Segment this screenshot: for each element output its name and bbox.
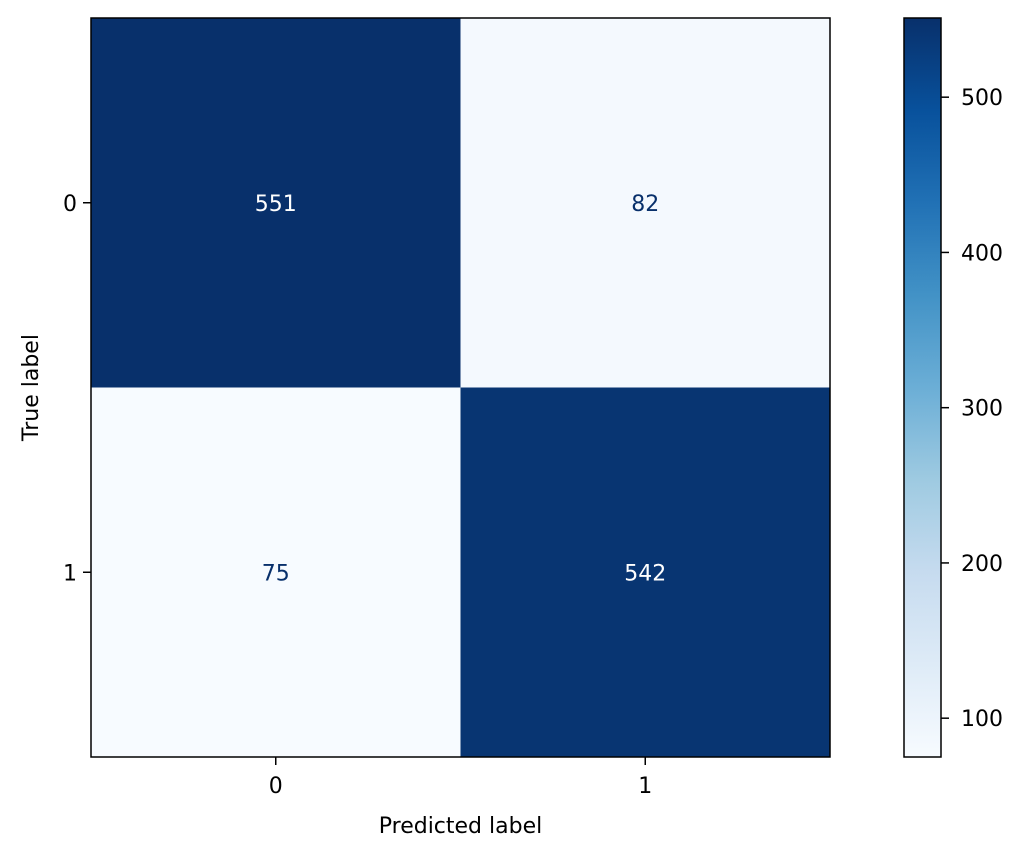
colorbar [903, 17, 942, 758]
x-axis-label: Predicted label [379, 814, 542, 839]
y-tick-label: 1 [63, 561, 77, 586]
cell-value-label: 75 [262, 561, 290, 586]
colorbar-tick-label: 400 [961, 241, 1003, 266]
colorbar-tick-label: 200 [961, 552, 1003, 577]
matrix-cells: 551 82 75 542 [91, 18, 830, 757]
matrix-cell [91, 18, 461, 388]
colorbar-tick-label: 300 [961, 397, 1003, 422]
y-axis-label: True label [19, 334, 44, 442]
x-tick-label: 1 [638, 774, 652, 799]
colorbar-tick-label: 100 [961, 707, 1003, 732]
colorbar-tick-label: 500 [961, 86, 1003, 111]
colorbar-ticks: 100 200 300 400 500 [941, 86, 1003, 732]
matrix-frame [90, 17, 831, 758]
cell-value-label: 82 [631, 192, 659, 217]
matrix-cell [460, 18, 830, 388]
cell-value-label: 551 [255, 192, 297, 217]
x-tick-label: 0 [269, 774, 283, 799]
matrix-cell [91, 387, 461, 757]
y-axis-ticks: 01 [63, 192, 91, 586]
y-tick-label: 0 [63, 192, 77, 217]
matrix-cell [460, 387, 830, 757]
cell-value-label: 542 [624, 561, 666, 586]
